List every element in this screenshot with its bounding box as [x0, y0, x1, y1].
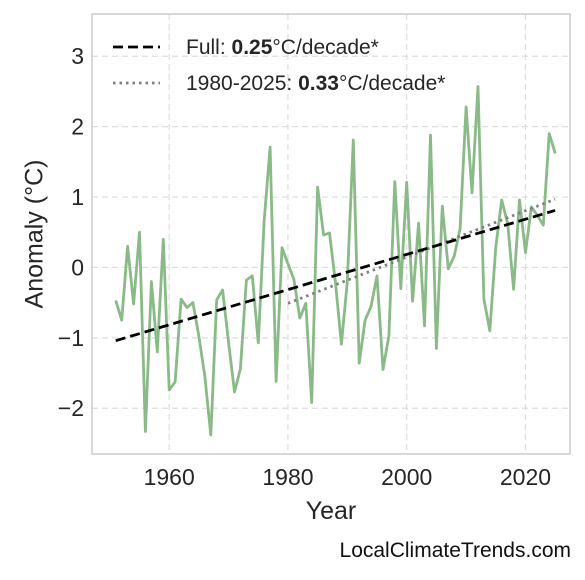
x-tick-label: 1980	[262, 464, 313, 490]
grid	[92, 14, 570, 454]
plot-frame	[91, 13, 571, 455]
legend-full-value: 0.25	[232, 36, 273, 59]
series-layer	[114, 85, 557, 437]
x-tick-label: 1960	[144, 464, 195, 490]
trend-line-full	[115, 209, 556, 342]
y-tick-label: −1	[58, 325, 84, 351]
ticks: 1960 1980 2000 2020 −2 −1 0 1 2 3	[58, 43, 551, 490]
legend-label-recent: 1980-2025: 0.33°C/decade*	[186, 72, 445, 95]
legend-full-suffix: °C/decade*	[272, 36, 378, 59]
legend-label-full: Full: 0.25°C/decade*	[186, 36, 379, 59]
y-tick-label: 2	[71, 114, 84, 140]
x-tick-label: 2020	[500, 464, 551, 490]
y-tick-label: −2	[58, 395, 84, 421]
legend: Full: 0.25°C/decade* 1980-2025: 0.33°C/d…	[113, 36, 445, 95]
x-tick-label: 2000	[381, 464, 432, 490]
legend-full-prefix: Full:	[186, 36, 232, 59]
y-tick-label: 1	[71, 184, 84, 210]
x-axis-label: Year	[306, 497, 357, 525]
y-axis-label: Anomaly (°C)	[21, 160, 49, 309]
y-tick-label: 3	[71, 43, 84, 69]
footer-site-credit: LocalClimateTrends.com	[339, 539, 571, 562]
anomaly-series-line	[114, 85, 557, 437]
legend-recent-prefix: 1980-2025:	[186, 72, 298, 95]
y-tick-label: 0	[71, 254, 84, 280]
legend-recent-value: 0.33	[298, 72, 339, 95]
legend-recent-suffix: °C/decade*	[339, 72, 445, 95]
